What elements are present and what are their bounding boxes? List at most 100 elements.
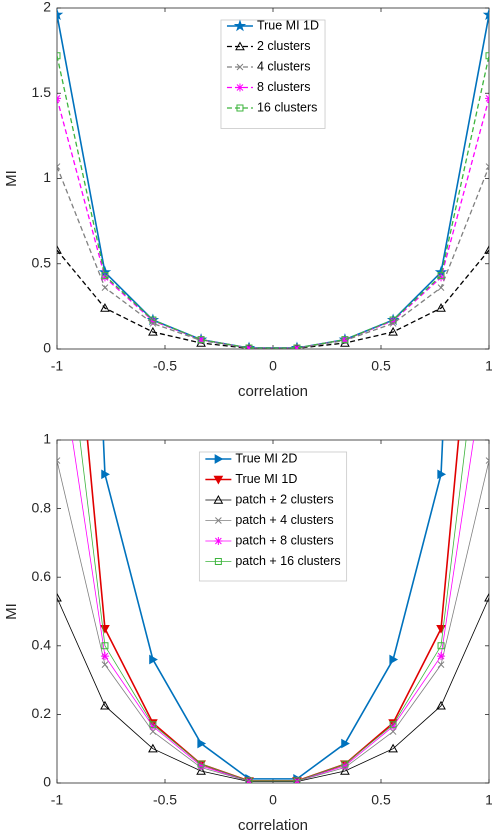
marker: [236, 63, 244, 71]
marker: [340, 335, 349, 344]
marker: [292, 343, 301, 349]
y-tick-label: 0.8: [32, 499, 52, 515]
marker: [236, 104, 244, 112]
marker: [101, 284, 109, 291]
marker: [57, 457, 61, 464]
legend-label: 16 clusters: [257, 100, 317, 114]
marker: [57, 52, 61, 60]
marker: [436, 700, 446, 710]
legend: True MI 2D True MI 1D patch + 2 clusters pa…: [198, 451, 348, 582]
marker: [389, 316, 397, 324]
marker: [57, 94, 61, 103]
marker: [149, 654, 158, 665]
y-tick-label: 0: [43, 774, 51, 790]
marker: [197, 336, 205, 344]
marker: [148, 326, 158, 336]
series-line: [79, 440, 467, 782]
series-line: [57, 98, 489, 349]
marker: [388, 743, 398, 753]
plot-series: [57, 440, 489, 783]
series-line: [102, 440, 444, 780]
marker: [485, 52, 489, 60]
marker: [437, 273, 446, 282]
marker: [245, 777, 253, 783]
marker: [214, 537, 223, 545]
marker: [485, 457, 489, 464]
legend-label: patch + 4 clusters: [235, 513, 333, 527]
marker: [149, 728, 157, 735]
series: [57, 52, 489, 349]
marker: [101, 642, 109, 650]
x-tick-label: -0.5: [153, 358, 177, 374]
marker: [196, 765, 206, 775]
x-tick-label: 1: [485, 792, 492, 808]
x-axis-label: correlation: [238, 383, 308, 400]
marker: [149, 721, 157, 729]
marker: [437, 272, 445, 280]
marker: [389, 728, 397, 735]
marker: [57, 163, 61, 170]
marker: [437, 284, 445, 291]
y-tick-label: 0.5: [32, 254, 52, 270]
marker: [149, 316, 157, 324]
marker: [389, 654, 399, 665]
marker: [437, 661, 445, 669]
marker: [485, 94, 489, 103]
marker: [197, 760, 205, 768]
legend-label: 2 clusters: [257, 39, 311, 53]
marker: [197, 738, 207, 749]
marker: [214, 558, 222, 565]
marker: [389, 722, 398, 731]
y-tick-label: 1: [43, 169, 51, 185]
marker: [245, 343, 254, 349]
marker: [293, 344, 301, 349]
legend-label: True MI 1D: [257, 18, 319, 32]
marker: [148, 722, 157, 731]
series-line: [57, 166, 489, 349]
legend-label: 8 clusters: [257, 80, 311, 94]
legend-box: [220, 19, 326, 129]
marker: [482, 8, 489, 21]
marker: [100, 700, 110, 710]
marker: [100, 303, 110, 312]
marker: [57, 8, 64, 21]
marker: [437, 642, 445, 650]
legend-label: patch + 16 clusters: [235, 554, 340, 568]
y-tick-label: 0.4: [32, 637, 52, 653]
marker: [57, 245, 62, 254]
x-tick-label: 0: [269, 358, 277, 374]
marker: [437, 652, 446, 661]
legend-label: True MI 1D: [235, 472, 297, 486]
marker: [100, 273, 109, 282]
marker: [484, 592, 489, 602]
legend-label: 4 clusters: [257, 59, 311, 73]
marker: [293, 777, 301, 783]
marker: [215, 517, 222, 524]
marker: [197, 335, 206, 344]
marker: [148, 743, 158, 753]
y-tick-label: 1: [43, 431, 51, 447]
marker: [197, 761, 206, 770]
y-tick-label: 0: [43, 340, 51, 356]
x-tick-label: 1: [485, 358, 492, 374]
y-axis-label: MI: [3, 170, 20, 187]
marker: [233, 19, 247, 32]
marker: [485, 163, 489, 170]
legend: True MI 1D 2 clusters 4 clusters 8 clusters…: [220, 18, 326, 129]
marker: [389, 721, 397, 729]
y-tick-label: 0.2: [32, 705, 52, 721]
x-tick-label: 0: [269, 792, 277, 808]
series-line: [57, 55, 489, 349]
marker: [213, 494, 224, 504]
x-tick-label: -1: [51, 358, 64, 374]
marker: [101, 272, 109, 280]
marker: [148, 316, 157, 325]
marker: [235, 41, 245, 51]
marker: [436, 303, 446, 312]
series: [57, 94, 489, 349]
plot-series: [57, 8, 489, 349]
marker: [341, 738, 350, 749]
marker: [389, 316, 398, 325]
legend-label: True MI 2D: [235, 451, 297, 465]
